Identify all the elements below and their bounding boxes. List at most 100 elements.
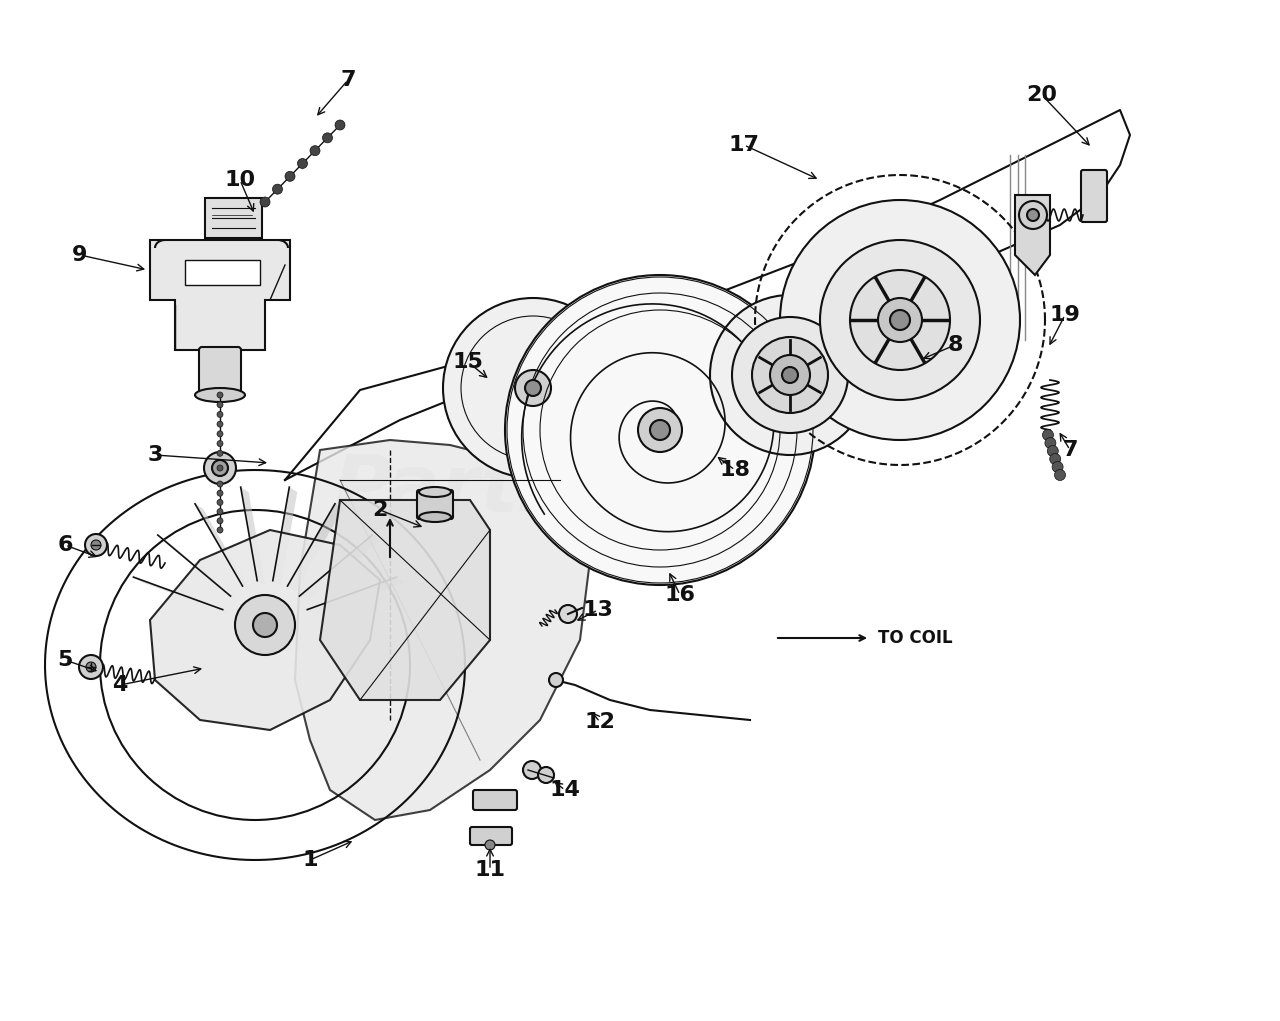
Polygon shape: [273, 487, 297, 586]
FancyBboxPatch shape: [417, 490, 453, 519]
Text: 20: 20: [1027, 85, 1057, 105]
Circle shape: [1044, 438, 1056, 448]
Circle shape: [538, 767, 554, 783]
Circle shape: [335, 120, 346, 130]
Circle shape: [204, 452, 236, 484]
Text: 5: 5: [58, 650, 73, 670]
Text: 18: 18: [719, 460, 750, 480]
Circle shape: [218, 411, 223, 418]
Circle shape: [1055, 470, 1065, 481]
Text: 7: 7: [1062, 440, 1078, 460]
Polygon shape: [320, 500, 490, 700]
Circle shape: [1019, 201, 1047, 229]
Circle shape: [1047, 445, 1059, 456]
Ellipse shape: [419, 487, 451, 497]
Circle shape: [218, 499, 223, 505]
Circle shape: [1042, 430, 1053, 440]
Text: 3: 3: [147, 445, 163, 465]
Text: 14: 14: [549, 780, 580, 800]
Circle shape: [820, 240, 980, 400]
Circle shape: [218, 460, 223, 466]
Circle shape: [218, 441, 223, 446]
Circle shape: [79, 655, 102, 679]
Text: 19: 19: [1050, 305, 1080, 325]
Circle shape: [297, 158, 307, 168]
Circle shape: [218, 401, 223, 407]
Polygon shape: [133, 577, 230, 615]
Circle shape: [443, 298, 623, 478]
Polygon shape: [294, 440, 590, 820]
FancyBboxPatch shape: [470, 827, 512, 845]
Circle shape: [218, 518, 223, 524]
Circle shape: [218, 431, 223, 437]
Circle shape: [485, 840, 495, 850]
Circle shape: [559, 605, 577, 623]
Text: 11: 11: [475, 860, 506, 880]
Text: 13: 13: [582, 600, 613, 620]
Circle shape: [771, 355, 810, 395]
Circle shape: [218, 421, 223, 427]
Circle shape: [86, 662, 96, 672]
Circle shape: [285, 172, 294, 182]
Text: 16: 16: [664, 585, 695, 605]
Text: 4: 4: [113, 675, 128, 695]
Circle shape: [218, 481, 223, 487]
Ellipse shape: [195, 388, 244, 402]
Text: 12: 12: [585, 712, 616, 732]
Circle shape: [525, 380, 541, 396]
Circle shape: [91, 540, 101, 550]
Text: 10: 10: [224, 171, 256, 190]
Text: TO COIL: TO COIL: [878, 629, 952, 647]
Circle shape: [84, 534, 108, 556]
Circle shape: [218, 465, 223, 471]
Circle shape: [753, 337, 828, 414]
Circle shape: [218, 527, 223, 533]
Circle shape: [218, 490, 223, 496]
Circle shape: [878, 298, 922, 342]
Circle shape: [218, 392, 223, 398]
FancyBboxPatch shape: [198, 347, 241, 398]
Circle shape: [650, 420, 669, 440]
Circle shape: [515, 370, 550, 406]
Circle shape: [273, 184, 283, 194]
Text: 8: 8: [947, 335, 963, 355]
Circle shape: [637, 408, 682, 452]
Circle shape: [1052, 461, 1064, 473]
Polygon shape: [150, 530, 380, 730]
Polygon shape: [241, 487, 265, 586]
Circle shape: [506, 275, 815, 585]
Circle shape: [890, 310, 910, 330]
Circle shape: [1027, 209, 1039, 221]
Text: 15: 15: [453, 352, 484, 372]
Circle shape: [732, 317, 849, 433]
Circle shape: [253, 613, 276, 637]
Circle shape: [260, 197, 270, 207]
Text: 1: 1: [302, 850, 317, 870]
FancyBboxPatch shape: [1082, 171, 1107, 222]
Polygon shape: [195, 503, 251, 591]
Circle shape: [323, 133, 333, 143]
Polygon shape: [300, 535, 380, 601]
Polygon shape: [288, 503, 343, 591]
Circle shape: [780, 200, 1020, 440]
Polygon shape: [150, 240, 291, 350]
Circle shape: [549, 673, 563, 687]
Circle shape: [236, 595, 294, 655]
Circle shape: [524, 761, 541, 779]
Text: 6: 6: [58, 535, 73, 555]
Circle shape: [1050, 453, 1061, 465]
Text: 17: 17: [728, 135, 759, 155]
Ellipse shape: [419, 512, 451, 522]
Circle shape: [710, 295, 870, 455]
Polygon shape: [307, 577, 404, 615]
Circle shape: [218, 450, 223, 456]
Polygon shape: [186, 260, 260, 285]
Text: 7: 7: [340, 70, 356, 90]
Polygon shape: [205, 198, 262, 238]
Text: PartsTre: PartsTre: [333, 451, 708, 529]
Circle shape: [310, 146, 320, 155]
Circle shape: [218, 508, 223, 515]
Polygon shape: [1015, 195, 1050, 275]
Polygon shape: [157, 535, 238, 601]
Circle shape: [782, 367, 797, 383]
